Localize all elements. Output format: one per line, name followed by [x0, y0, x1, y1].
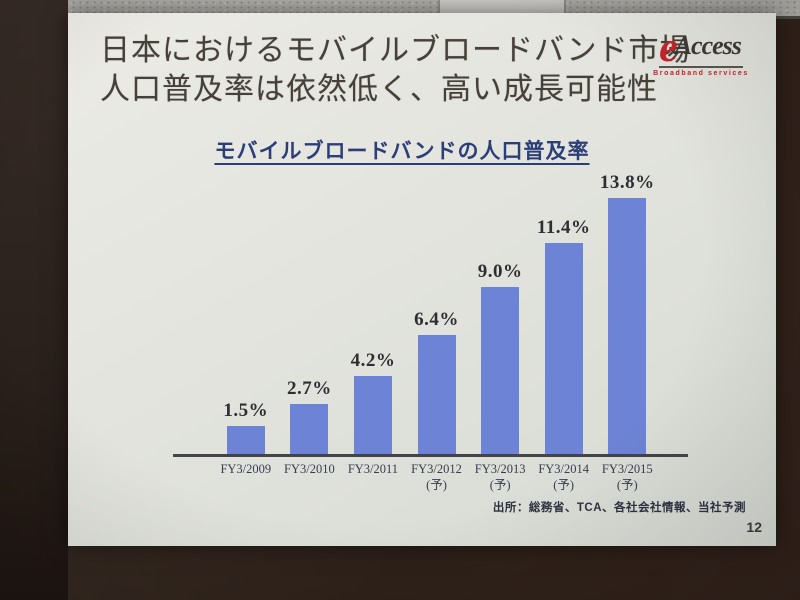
- category-label: FY3/2011: [341, 461, 405, 493]
- category-label: FY3/2014 (予): [532, 461, 596, 493]
- bar: [544, 243, 583, 454]
- category-year: FY3/2015: [601, 462, 653, 476]
- bar-value-label: 9.0%: [477, 261, 523, 282]
- eaccess-logo: eAccess Broadband services: [640, 27, 762, 77]
- chart-title: モバイルブロードバンドの人口普及率: [214, 139, 590, 163]
- bar-value-label: 6.4%: [414, 309, 459, 330]
- chart-columns: 1.5% 2.7% 4.2% 6.4% 9.0% 11.4% 13.8%: [214, 172, 659, 454]
- category-forecast-note: (予): [426, 478, 447, 492]
- room-wall: [0, 0, 68, 600]
- bar: [417, 335, 456, 454]
- category-forecast-note: (予): [489, 478, 511, 492]
- bar-column: 9.0%: [468, 261, 532, 454]
- bar-column: 6.4%: [405, 309, 469, 454]
- category-year: FY3/2011: [347, 462, 399, 476]
- eaccess-logo-e-icon: e: [659, 25, 678, 71]
- bar-value-label: 1.5%: [223, 400, 269, 421]
- category-year: FY3/2013: [474, 462, 526, 476]
- projected-slide: 日本におけるモバイルブロードバンド市場 人口普及率は依然低く、高い成長可能性 e…: [68, 13, 776, 546]
- chart-x-axis: [173, 454, 688, 457]
- category-year: FY3/2012: [411, 462, 462, 476]
- category-year: FY3/2010: [284, 462, 335, 476]
- category-year: FY3/2009: [220, 462, 272, 476]
- bar-value-label: 13.8%: [599, 172, 655, 193]
- category-label: FY3/2010: [278, 461, 342, 493]
- bar-value-label: 11.4%: [536, 217, 591, 238]
- category-forecast-note: (予): [553, 478, 575, 492]
- source-note: 出所：総務省、TCA、各社会社情報、当社予測: [492, 502, 746, 514]
- category-label: FY3/2009: [214, 461, 278, 493]
- slide-title-line2: 人口普及率は依然低く、高い成長可能性: [100, 73, 658, 106]
- bar: [290, 404, 329, 454]
- bar: [481, 287, 520, 454]
- bar-column: 2.7%: [278, 378, 342, 454]
- bar: [226, 426, 265, 454]
- page-number: 12: [746, 519, 762, 535]
- eaccess-logo-name: Access: [674, 31, 742, 60]
- bar: [608, 198, 647, 454]
- bar-value-label: 4.2%: [350, 350, 396, 371]
- bar-column: 11.4%: [532, 217, 596, 454]
- category-label: FY3/2015 (予): [595, 461, 659, 493]
- chart-categories: FY3/2009 FY3/2010 FY3/2011 FY3/2012 (予) FY3/2…: [214, 461, 659, 493]
- category-forecast-note: (予): [616, 478, 638, 492]
- category-label: FY3/2012 (予): [405, 461, 469, 493]
- bar-column: 1.5%: [214, 400, 278, 454]
- slide-title-line1: 日本におけるモバイルブロードバンド市場: [100, 34, 691, 67]
- category-label: FY3/2013 (予): [468, 461, 532, 493]
- eaccess-logo-tagline: Broadband services: [653, 70, 749, 77]
- bar-value-label: 2.7%: [286, 378, 332, 399]
- category-year: FY3/2014: [538, 462, 590, 476]
- bar-column: 13.8%: [595, 172, 659, 454]
- eaccess-logo-wordmark: eAccess: [659, 27, 743, 69]
- bar: [353, 376, 392, 454]
- slide-title: 日本におけるモバイルブロードバンド市場 人口普及率は依然低く、高い成長可能性: [100, 31, 691, 109]
- bar-column: 4.2%: [341, 350, 405, 454]
